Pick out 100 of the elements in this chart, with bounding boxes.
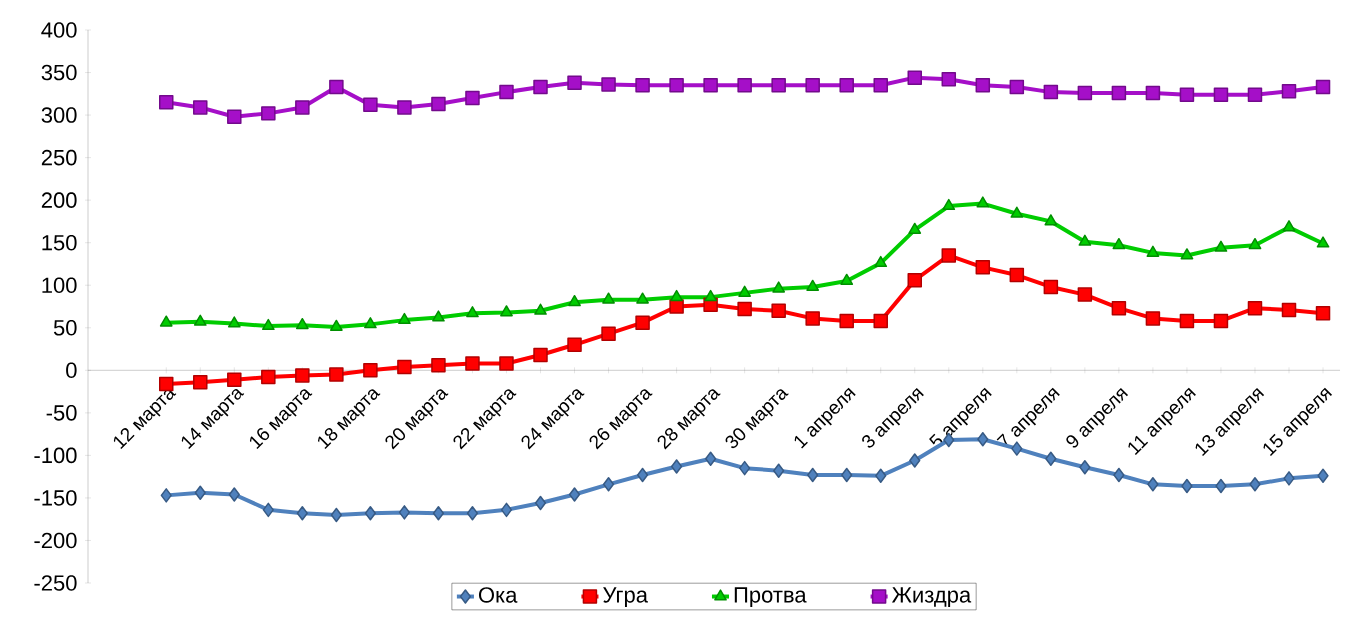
- point: [568, 295, 581, 307]
- point: [397, 359, 412, 375]
- point: [432, 505, 445, 521]
- y-tick-label: 150: [42, 234, 77, 251]
- point: [805, 311, 820, 326]
- y-tick-label: 200: [41, 192, 77, 208]
- point: [398, 312, 411, 325]
- point: [1179, 313, 1195, 329]
- point: [941, 72, 957, 87]
- legend-label: Протва: [734, 587, 807, 608]
- point: [1111, 300, 1127, 316]
- point: [329, 79, 344, 95]
- point: [1215, 478, 1227, 494]
- point: [602, 292, 615, 304]
- point: [1043, 279, 1059, 295]
- point: [363, 97, 378, 113]
- point: [364, 317, 377, 329]
- point: [738, 285, 752, 297]
- legend-label: Угра: [603, 587, 648, 608]
- point: [703, 78, 718, 93]
- point: [329, 367, 344, 382]
- point: [533, 347, 548, 363]
- point: [1179, 87, 1195, 102]
- point: [465, 356, 480, 371]
- point: [1316, 236, 1330, 248]
- point: [839, 78, 854, 93]
- point: [159, 376, 174, 392]
- point: [261, 369, 276, 385]
- point: [1009, 79, 1025, 95]
- point: [1079, 460, 1091, 475]
- point: [500, 502, 513, 518]
- point: [704, 451, 717, 467]
- point: [772, 281, 786, 293]
- y-tick-label: -100: [34, 447, 77, 464]
- point: [194, 485, 206, 501]
- point: [295, 100, 310, 115]
- point: [773, 463, 785, 478]
- point: [466, 505, 479, 521]
- point: [1077, 85, 1093, 101]
- point: [907, 272, 922, 288]
- point: [568, 487, 581, 502]
- y-tick-label: 250: [41, 149, 77, 166]
- point: [500, 305, 513, 317]
- point: [1249, 477, 1261, 492]
- point: [397, 100, 412, 115]
- point: [873, 78, 888, 93]
- point: [1111, 85, 1127, 101]
- point: [261, 106, 276, 121]
- point: [635, 315, 650, 330]
- point: [909, 453, 921, 468]
- point: [295, 317, 309, 330]
- point: [873, 313, 888, 329]
- point: [1281, 302, 1297, 318]
- point: [466, 306, 479, 318]
- point: [193, 314, 207, 326]
- point: [432, 310, 445, 322]
- point: [364, 505, 377, 521]
- point: [398, 505, 411, 520]
- point: [635, 78, 650, 93]
- point: [1078, 234, 1092, 246]
- point: [1011, 441, 1023, 456]
- point: [1113, 467, 1125, 483]
- point: [1010, 206, 1024, 218]
- point: [1283, 471, 1295, 486]
- point: [1214, 240, 1228, 252]
- point: [295, 368, 310, 383]
- point: [1181, 478, 1193, 494]
- point: [670, 459, 683, 474]
- y-tick-label: 0: [66, 362, 77, 379]
- y-tick-label: -200: [34, 532, 77, 549]
- point: [228, 487, 240, 502]
- point: [601, 77, 616, 92]
- point: [227, 316, 241, 328]
- point: [942, 198, 956, 211]
- point: [636, 467, 649, 483]
- point: [1112, 237, 1126, 250]
- point: [739, 460, 751, 476]
- point: [329, 319, 343, 331]
- y-tick-label: 50: [53, 319, 77, 336]
- point: [534, 495, 547, 511]
- point: [1317, 468, 1329, 484]
- point: [1213, 313, 1229, 329]
- point: [193, 100, 208, 115]
- y-tick-label: 400: [41, 22, 77, 38]
- point: [874, 255, 888, 268]
- point: [669, 78, 684, 93]
- point: [567, 75, 582, 90]
- point: [1146, 245, 1160, 257]
- point: [261, 318, 275, 331]
- point: [975, 260, 991, 275]
- point: [534, 303, 547, 315]
- point: [941, 248, 957, 263]
- point: [431, 96, 446, 112]
- point: [976, 196, 990, 208]
- y-tick-label: 350: [41, 64, 77, 81]
- point: [1248, 237, 1262, 250]
- point: [636, 292, 649, 304]
- point: [1147, 477, 1159, 492]
- point: [805, 78, 820, 93]
- point: [1247, 87, 1263, 102]
